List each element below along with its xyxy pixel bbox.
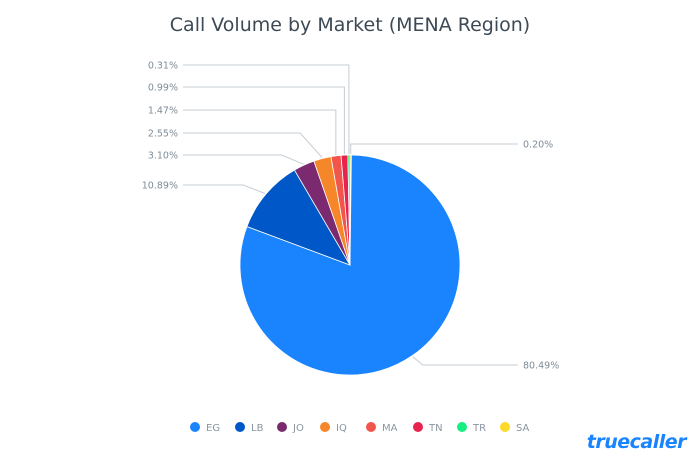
legend-marker-jo: [277, 422, 287, 432]
chart-title: Call Volume by Market (MENA Region): [169, 14, 531, 36]
data-label-sa: 0.20%: [523, 140, 553, 151]
leader-line-tr: [183, 64, 350, 155]
leader-line-eg: [412, 356, 518, 366]
legend-marker-ma: [366, 422, 376, 432]
pie-slice-lb: [246, 169, 351, 266]
legend-marker-iq: [320, 422, 330, 432]
legend-item-tn: TN: [428, 423, 443, 434]
data-label-eg: 80.49%: [523, 361, 559, 372]
legend-item-iq: IQ: [336, 423, 347, 434]
data-label-ma: 1.47%: [148, 106, 178, 117]
data-label-tn: 0.99%: [148, 83, 178, 94]
legend-marker-tn: [413, 422, 423, 432]
leader-line-lb: [183, 184, 266, 194]
truecaller-logo: truecaller: [586, 431, 687, 453]
legend-marker-eg: [190, 422, 200, 432]
legend-item-eg: EG: [206, 423, 220, 434]
legend-marker-lb: [235, 422, 245, 432]
leader-line-sa: [350, 143, 518, 155]
leader-line-jo: [183, 154, 304, 165]
leader-line-tn: [183, 86, 345, 155]
leader-line-ma: [183, 109, 337, 155]
data-label-lb: 10.89%: [142, 181, 178, 192]
legend-marker-sa: [500, 422, 510, 432]
data-label-iq: 2.55%: [148, 129, 178, 140]
data-label-tr: 0.31%: [148, 61, 178, 72]
legend-item-tr: TR: [472, 423, 486, 434]
leader-line-iq: [183, 132, 323, 158]
legend-item-lb: LB: [251, 423, 264, 434]
data-label-jo: 3.10%: [148, 151, 178, 162]
legend-item-ma: MA: [382, 423, 398, 434]
legend-item-jo: JO: [292, 423, 304, 434]
legend-item-sa: SA: [516, 423, 530, 434]
legend-marker-tr: [457, 422, 467, 432]
pie-slice-tr: [347, 154, 351, 266]
